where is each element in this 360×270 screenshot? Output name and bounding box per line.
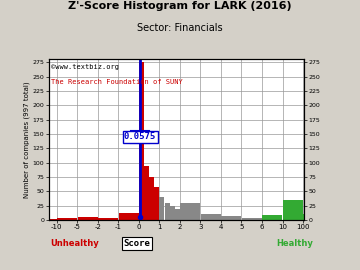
Bar bbox=[170, 206, 175, 220]
Text: Unhealthy: Unhealthy bbox=[50, 239, 99, 248]
Bar bbox=[98, 218, 118, 220]
Text: Healthy: Healthy bbox=[276, 239, 313, 248]
Bar bbox=[144, 166, 149, 220]
Text: ©www.textbiz.org: ©www.textbiz.org bbox=[51, 64, 119, 70]
Bar bbox=[165, 203, 170, 220]
Bar bbox=[180, 203, 200, 220]
Bar bbox=[242, 218, 262, 220]
Bar bbox=[139, 62, 144, 220]
Text: Score: Score bbox=[123, 239, 150, 248]
Bar bbox=[201, 214, 221, 220]
Bar bbox=[149, 177, 154, 220]
Text: Z'-Score Histogram for LARK (2016): Z'-Score Histogram for LARK (2016) bbox=[68, 1, 292, 11]
Y-axis label: Number of companies (997 total): Number of companies (997 total) bbox=[23, 82, 30, 198]
Text: The Research Foundation of SUNY: The Research Foundation of SUNY bbox=[51, 79, 183, 85]
Bar bbox=[303, 214, 305, 220]
Bar bbox=[77, 217, 98, 220]
Bar bbox=[283, 200, 303, 220]
Bar bbox=[262, 215, 282, 220]
Text: 0.0575: 0.0575 bbox=[124, 132, 156, 141]
Bar bbox=[221, 216, 241, 220]
Bar bbox=[154, 187, 159, 220]
Bar bbox=[175, 209, 180, 220]
Text: Sector: Financials: Sector: Financials bbox=[137, 23, 223, 33]
Bar bbox=[57, 218, 77, 220]
Bar bbox=[159, 197, 165, 220]
Bar bbox=[118, 212, 139, 220]
